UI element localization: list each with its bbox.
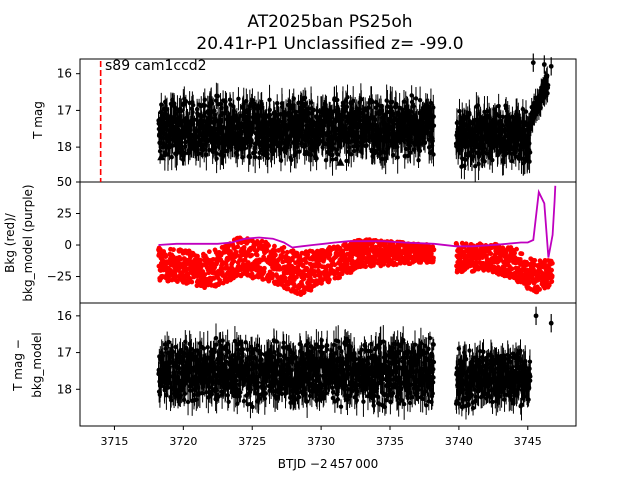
data-point: [244, 98, 249, 104]
background-point: [171, 247, 176, 253]
data-point: [462, 163, 467, 168]
y-tick-label: 17: [57, 103, 72, 117]
data-point: [289, 157, 294, 163]
panel-tmag-ylabel: T mag: [31, 101, 45, 140]
background-point: [235, 244, 241, 250]
data-point: [390, 152, 396, 158]
data-point: [545, 82, 551, 88]
data-point: [311, 107, 317, 113]
data-point: [527, 159, 532, 164]
data-point: [496, 103, 501, 109]
data-point: [457, 108, 462, 114]
background-point: [326, 277, 332, 283]
data-point: [330, 157, 335, 162]
data-point: [389, 99, 395, 105]
data-point: [349, 152, 354, 157]
data-point: [411, 104, 416, 109]
data-point: [235, 152, 240, 158]
data-point: [207, 147, 212, 153]
data-point: [359, 97, 364, 102]
data-point: [475, 103, 481, 108]
data-point: [417, 148, 423, 154]
data-point: [182, 151, 188, 156]
data-point: [172, 101, 177, 106]
data-point: [242, 146, 248, 151]
data-point: [236, 96, 241, 101]
data-point: [417, 98, 423, 103]
data-point: [523, 109, 529, 114]
panel-tmag: 16 17 18 T mag: [31, 53, 577, 183]
y-tick-label: 18: [57, 140, 72, 154]
data-point: [463, 157, 468, 162]
data-point: [530, 60, 536, 66]
chart-title-line2: 20.41r-P1 Unclassified z= -99.0: [196, 34, 463, 54]
data-point: [344, 158, 349, 164]
data-point: [509, 158, 515, 164]
data-point: [364, 143, 369, 148]
data-point: [482, 159, 487, 164]
data-point: [316, 142, 321, 147]
background-point: [273, 252, 278, 258]
data-point: [395, 155, 400, 160]
data-point: [183, 99, 189, 104]
background-point: [280, 249, 286, 255]
data-point: [393, 101, 399, 107]
data-point: [431, 152, 436, 157]
data-point: [275, 100, 280, 106]
background-point: [206, 249, 212, 255]
data-point: [335, 97, 340, 103]
data-point: [431, 123, 437, 128]
data-point: [345, 95, 350, 100]
data-point: [190, 121, 195, 126]
data-point: [545, 73, 550, 78]
data-point: [202, 103, 208, 108]
data-point: [297, 149, 302, 154]
data-point: [335, 152, 340, 157]
data-point: [372, 148, 378, 154]
data-point: [190, 102, 196, 108]
data-point: [308, 152, 313, 158]
data-point: [548, 63, 554, 69]
data-point: [179, 108, 184, 114]
data-point: [204, 152, 209, 157]
data-point: [351, 148, 357, 154]
data-point: [169, 154, 174, 160]
data-point: [190, 109, 195, 115]
data-point: [413, 96, 419, 101]
background-point: [281, 245, 287, 250]
background-point: [272, 243, 277, 249]
data-point: [416, 158, 421, 163]
chart-title-line1: AT2025ban PS25oh: [247, 12, 412, 32]
data-point: [541, 62, 547, 67]
background-point: [266, 243, 271, 248]
background-point: [262, 265, 267, 271]
data-point: [527, 150, 533, 155]
data-point: [214, 151, 219, 156]
background-point: [254, 252, 260, 258]
data-point: [221, 153, 226, 158]
background-point: [189, 279, 195, 285]
data-point: [279, 104, 285, 109]
data-point: [356, 143, 361, 149]
background-point: [249, 252, 255, 258]
data-point: [247, 154, 253, 160]
y-tick-label: 16: [57, 67, 72, 81]
data-point: [476, 161, 481, 167]
data-point: [265, 155, 270, 161]
background-point: [231, 258, 237, 264]
data-point: [159, 102, 164, 107]
background-point: [363, 264, 368, 270]
